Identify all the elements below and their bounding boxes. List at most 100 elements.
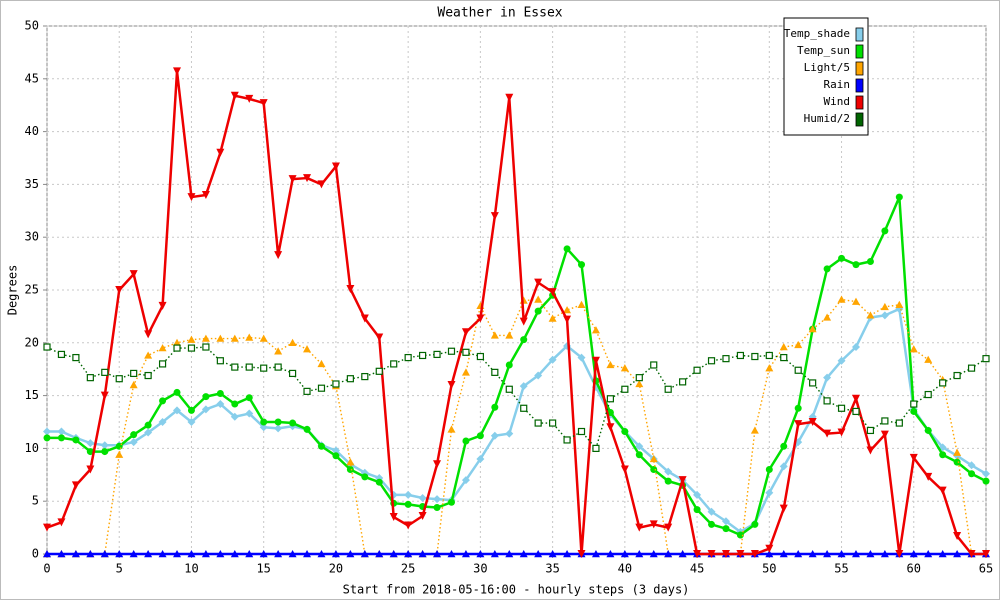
point bbox=[201, 334, 210, 342]
point bbox=[43, 427, 51, 436]
point bbox=[722, 525, 730, 533]
point bbox=[866, 257, 874, 265]
point bbox=[173, 388, 181, 396]
point bbox=[577, 427, 586, 436]
point bbox=[650, 361, 658, 369]
point bbox=[794, 550, 803, 558]
point bbox=[418, 511, 427, 520]
point bbox=[924, 426, 932, 434]
point bbox=[129, 550, 138, 558]
point bbox=[924, 390, 932, 399]
point bbox=[346, 284, 355, 293]
point bbox=[86, 550, 95, 558]
point bbox=[664, 385, 672, 393]
point bbox=[361, 473, 369, 481]
point bbox=[505, 429, 514, 438]
point bbox=[461, 476, 470, 485]
point bbox=[404, 521, 413, 530]
legend-swatch bbox=[855, 27, 864, 42]
point bbox=[534, 550, 543, 558]
point bbox=[679, 378, 687, 386]
legend-box bbox=[783, 17, 869, 136]
point bbox=[433, 495, 442, 504]
point bbox=[577, 300, 586, 308]
point bbox=[837, 404, 846, 412]
point bbox=[953, 448, 962, 456]
point bbox=[765, 466, 773, 474]
point bbox=[808, 325, 817, 333]
point bbox=[620, 465, 629, 474]
point bbox=[462, 437, 470, 445]
point bbox=[144, 428, 153, 437]
point bbox=[332, 380, 340, 388]
legend-swatch bbox=[855, 112, 864, 127]
point bbox=[779, 550, 788, 558]
x-tick-label: 65 bbox=[979, 562, 993, 576]
point bbox=[505, 550, 514, 558]
point bbox=[404, 353, 412, 362]
point bbox=[274, 418, 282, 426]
point bbox=[187, 193, 196, 202]
point bbox=[375, 478, 383, 486]
point bbox=[895, 550, 904, 558]
point bbox=[404, 550, 413, 558]
point bbox=[101, 368, 109, 376]
point bbox=[895, 193, 903, 201]
point bbox=[86, 374, 94, 382]
point bbox=[520, 404, 528, 412]
point bbox=[231, 400, 239, 408]
point bbox=[433, 460, 442, 469]
point bbox=[216, 334, 225, 342]
legend-label: Rain bbox=[824, 78, 851, 91]
point bbox=[880, 311, 889, 320]
point bbox=[693, 550, 702, 558]
point bbox=[289, 419, 297, 427]
point bbox=[823, 550, 832, 558]
point bbox=[592, 444, 600, 452]
point bbox=[967, 550, 976, 558]
point bbox=[490, 331, 499, 339]
point bbox=[808, 550, 817, 558]
point bbox=[649, 454, 658, 463]
point bbox=[852, 261, 860, 269]
y-tick-label: 5 bbox=[32, 494, 39, 508]
point bbox=[910, 400, 918, 408]
point bbox=[331, 446, 340, 455]
point bbox=[664, 550, 673, 558]
point bbox=[433, 350, 441, 359]
point bbox=[823, 373, 832, 382]
point bbox=[563, 306, 572, 314]
point bbox=[375, 367, 383, 375]
point bbox=[331, 162, 340, 171]
point bbox=[866, 446, 875, 455]
legend-label: Light/5 bbox=[804, 61, 850, 74]
point bbox=[173, 344, 181, 352]
point bbox=[924, 550, 933, 558]
point bbox=[115, 550, 124, 558]
point bbox=[910, 407, 918, 415]
point bbox=[389, 513, 398, 522]
point bbox=[288, 338, 297, 346]
point bbox=[909, 345, 918, 353]
point bbox=[837, 295, 846, 303]
point bbox=[779, 504, 788, 513]
point bbox=[578, 261, 586, 269]
point bbox=[259, 99, 268, 108]
point bbox=[780, 353, 788, 362]
point bbox=[259, 423, 268, 432]
point bbox=[259, 550, 268, 558]
point bbox=[346, 375, 354, 383]
legend: Temp_shade Temp_sun Light/5 Rain Wind Humid/2 bbox=[783, 17, 869, 136]
legend-label: Wind bbox=[824, 95, 851, 108]
point bbox=[57, 550, 66, 558]
point bbox=[476, 314, 485, 323]
point bbox=[129, 270, 138, 279]
point bbox=[230, 412, 239, 421]
point bbox=[967, 364, 976, 372]
x-tick-label: 20 bbox=[329, 562, 343, 576]
point bbox=[288, 550, 297, 558]
point bbox=[880, 550, 889, 558]
point bbox=[939, 451, 947, 459]
point bbox=[909, 453, 918, 462]
point bbox=[693, 506, 701, 514]
